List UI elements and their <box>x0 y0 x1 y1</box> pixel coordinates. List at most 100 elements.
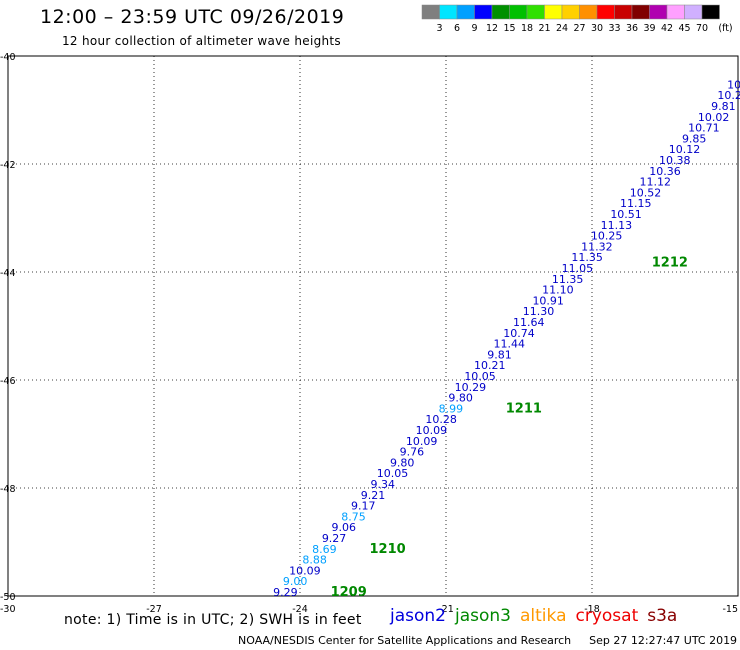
time-label: 1211 <box>506 401 542 416</box>
legend-label: 18 <box>521 23 533 34</box>
swh-value: 9.85 <box>682 132 707 145</box>
legend-label: 30 <box>591 23 603 34</box>
swh-value: 10.09 <box>289 564 321 577</box>
legend-label: 42 <box>661 23 673 34</box>
swh-value: 10.09 <box>416 424 448 437</box>
altimeter-track: 9.299.0010.098.888.699.279.068.759.179.2… <box>273 78 740 600</box>
swh-value: 10.29 <box>455 381 487 394</box>
legend-label: 39 <box>643 23 655 34</box>
swh-value: 11.35 <box>552 273 584 286</box>
swh-value: 8.75 <box>341 510 366 523</box>
legend-unit: (ft) <box>718 23 732 34</box>
swh-value: 10.12 <box>669 143 701 156</box>
legend-label: 33 <box>608 23 620 34</box>
swh-value: 10.38 <box>659 154 691 167</box>
swh-value: 10.51 <box>610 208 642 221</box>
time-label: 1212 <box>652 256 688 271</box>
swh-value: 9.34 <box>370 478 395 491</box>
lon-tick-label: -30 <box>0 604 16 615</box>
legend-label: 24 <box>556 23 568 34</box>
swh-value: 10.91 <box>532 294 564 307</box>
legend-label: 45 <box>678 23 690 34</box>
time-label: 1209 <box>331 585 367 600</box>
footer-credit: NOAA/NESDIS Center for Satellite Applica… <box>238 634 572 647</box>
lon-tick-label: -18 <box>584 604 600 615</box>
lat-tick-label: -42 <box>0 160 16 171</box>
swh-value: 9.21 <box>361 489 386 502</box>
swh-value: 10.05 <box>377 467 409 480</box>
legend-swatch <box>701 4 720 20</box>
swh-value: 9.80 <box>390 456 415 469</box>
swh-value: 10.09 <box>406 435 438 448</box>
swh-value: 9.80 <box>448 392 473 405</box>
lat-tick-label: -44 <box>0 268 16 279</box>
legend-label: 9 <box>471 23 477 34</box>
swh-value: 9.17 <box>351 500 376 513</box>
swh-value: 9.06 <box>332 521 357 534</box>
swh-value: 10.28 <box>425 413 457 426</box>
legend-label: 70 <box>696 23 708 34</box>
swh-value: 11.13 <box>601 219 633 232</box>
swh-value: 10.71 <box>688 122 720 135</box>
swh-value: 9.81 <box>711 100 736 113</box>
map-grid <box>7 55 739 597</box>
swh-value: 10.20 <box>717 89 740 102</box>
color-legend: 3 6 9 12 15 18 21 24 27 30 33 36 39 42 45 70 (ft) <box>421 4 733 34</box>
lat-tick-label: -50 <box>0 592 16 603</box>
map-frame <box>7 55 739 597</box>
page-subtitle: 12 hour collection of altimeter wave hei… <box>62 34 341 48</box>
swh-value: 11.12 <box>640 176 672 189</box>
lon-tick-label: -15 <box>722 604 738 615</box>
lon-tick-label: -24 <box>292 604 308 615</box>
swh-value: 9.76 <box>400 446 425 459</box>
page-title: 12:00 – 23:59 UTC 09/26/2019 <box>40 6 345 28</box>
swh-value: 11.64 <box>513 316 545 329</box>
swh-value: 8.88 <box>302 554 327 567</box>
axis-ticks: -30 -27 -24 -21 -18 -15 -40 -42 -44 -46 -48 -50 <box>0 52 738 615</box>
swh-value: 10.74 <box>503 327 535 340</box>
lon-tick-label: -27 <box>146 604 162 615</box>
legend-label: 27 <box>573 23 585 34</box>
legend-label: 6 <box>454 23 460 34</box>
satellite-jason2: jason2 <box>390 606 446 626</box>
swh-value: 11.30 <box>523 305 555 318</box>
swh-value: 10.52 <box>630 186 662 199</box>
satellite-altika: altika <box>520 606 567 626</box>
swh-value: 10.21 <box>474 359 506 372</box>
legend-label: 21 <box>538 23 550 34</box>
swh-value: 10.36 <box>649 165 681 178</box>
footer-timestamp: Sep 27 12:27:47 UTC 2019 <box>589 634 738 647</box>
legend-label: 12 <box>486 23 498 34</box>
swh-value: 10.06 <box>727 78 740 91</box>
swh-value: 8.69 <box>312 543 337 556</box>
lon-tick-label: -21 <box>438 604 454 615</box>
swh-value: 9.81 <box>487 348 512 361</box>
legend-label: 3 <box>436 23 442 34</box>
lat-tick-label: -48 <box>0 484 16 495</box>
swh-value: 11.05 <box>562 262 594 275</box>
swh-value: 9.27 <box>322 532 347 545</box>
swh-value: 11.15 <box>620 197 652 210</box>
swh-value: 8.99 <box>439 402 464 415</box>
lat-tick-label: -40 <box>0 52 16 63</box>
satellite-legend: jason2 jason3 altika cryosat s3a <box>390 606 686 626</box>
swh-value: 9.00 <box>283 575 308 588</box>
swh-value: 10.05 <box>464 370 496 383</box>
footer: NOAA/NESDIS Center for Satellite Applica… <box>238 634 737 647</box>
swh-value: 11.44 <box>494 338 526 351</box>
legend-label: 15 <box>503 23 515 34</box>
swh-value: 11.10 <box>542 284 574 297</box>
lat-tick-label: -46 <box>0 376 16 387</box>
swh-value: 10.25 <box>591 230 623 243</box>
legend-label: 36 <box>626 23 638 34</box>
swh-value: 10.02 <box>698 111 730 124</box>
satellite-s3a: s3a <box>647 606 678 626</box>
note-text: note: 1) Time is in UTC; 2) SWH is in fe… <box>64 612 362 628</box>
swh-value: 11.35 <box>571 251 603 264</box>
time-label: 1210 <box>370 542 406 557</box>
satellite-jason3: jason3 <box>455 606 511 626</box>
satellite-cryosat: cryosat <box>575 606 639 626</box>
swh-value: 9.29 <box>273 586 298 599</box>
swh-value: 11.32 <box>581 240 613 253</box>
